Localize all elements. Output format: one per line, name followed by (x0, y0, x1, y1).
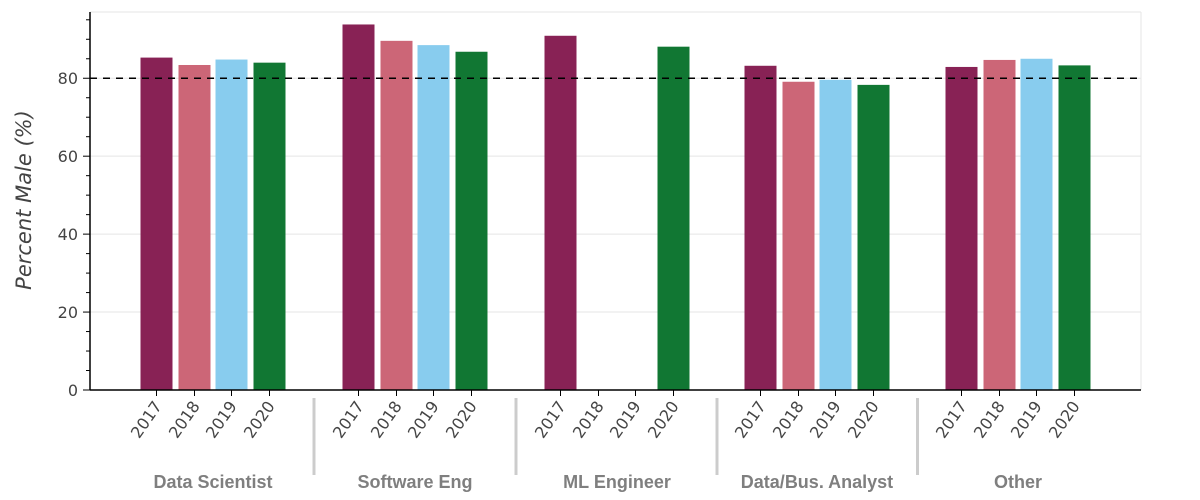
bar-2017 (140, 57, 173, 391)
bar-2018 (380, 40, 413, 391)
x-tick-label: 2020 (240, 397, 279, 441)
bar-2020 (455, 51, 488, 391)
group-label: Software Eng (357, 472, 472, 492)
x-tick-label: 2017 (731, 397, 770, 441)
x-tick-label: 2019 (404, 397, 443, 441)
bar-2020 (657, 46, 690, 391)
group-label: Data/Bus. Analyst (741, 472, 893, 492)
y-tick-label: 60 (58, 147, 78, 166)
y-tick-label: 80 (58, 69, 78, 88)
x-tick-label: 2020 (442, 397, 481, 441)
x-tick-label: 2019 (806, 397, 845, 441)
y-tick-label: 20 (58, 303, 78, 322)
bar-2019 (819, 79, 852, 390)
x-tick-label: 2018 (165, 397, 204, 441)
group-label: Other (994, 472, 1042, 492)
group-label: ML Engineer (563, 472, 671, 492)
bar-2019 (417, 45, 450, 390)
x-tick-label: 2020 (1045, 397, 1084, 441)
x-tick-label: 2017 (932, 397, 971, 441)
x-tick-label: 2017 (329, 397, 368, 441)
x-tick-label: 2018 (569, 397, 608, 441)
bar-2017 (544, 35, 577, 391)
x-tick-label: 2018 (367, 397, 406, 441)
x-tick-label: 2020 (844, 397, 883, 441)
x-tick-label: 2017 (531, 397, 570, 441)
bar-2020 (1058, 65, 1091, 390)
x-tick-label: 2018 (970, 397, 1009, 441)
axes (89, 12, 1141, 391)
bar-2020 (857, 84, 890, 390)
x-tick-label: 2019 (606, 397, 645, 441)
y-tick-label: 40 (58, 225, 78, 244)
x-tick-label: 2017 (127, 397, 166, 441)
bar-2017 (744, 65, 777, 391)
x-tick-label: 2018 (769, 397, 808, 441)
bar-2020 (253, 62, 286, 391)
y-ticks: 0 20 40 60 80 (58, 19, 90, 400)
bar-2017 (342, 24, 375, 391)
bar-2018 (178, 64, 211, 391)
x-tick-label: 2019 (202, 397, 241, 441)
bar-2019 (215, 59, 248, 390)
bar-2019 (1020, 58, 1053, 391)
x-tick-label: 2020 (644, 397, 683, 441)
group-label: Data Scientist (153, 472, 272, 492)
y-axis-title: Percent Male (%) (12, 110, 36, 290)
x-tick-label: 2019 (1007, 397, 1046, 441)
bar-2018 (782, 81, 815, 390)
bar-2017 (945, 66, 978, 391)
bars (140, 24, 1091, 391)
bar-2018 (983, 59, 1016, 391)
y-tick-label: 0 (68, 381, 78, 400)
grid-lines (90, 11, 1142, 390)
